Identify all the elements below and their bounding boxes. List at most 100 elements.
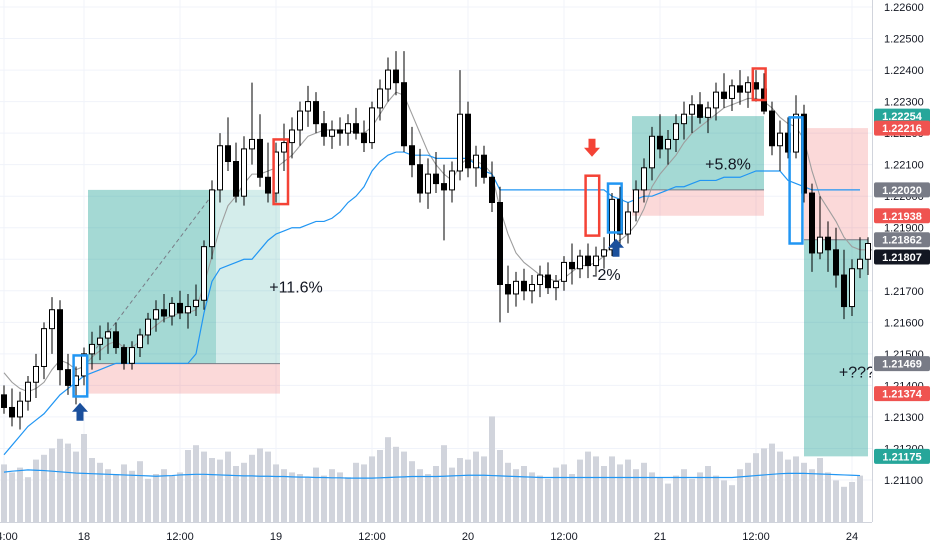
volume-bar: [497, 450, 503, 522]
volume-bar: [209, 458, 215, 522]
candle-body: [577, 255, 583, 270]
signal-box: [272, 138, 290, 206]
candle-body: [425, 173, 431, 194]
candle-body: [697, 104, 703, 118]
price-axis-panel[interactable]: [872, 0, 932, 550]
candle-body: [385, 69, 391, 90]
candle-body: [505, 283, 511, 295]
price-tag: [874, 448, 930, 464]
candle-body: [513, 280, 519, 295]
volume-bar: [593, 456, 599, 522]
candle-body: [137, 334, 143, 349]
position-zones: [88, 116, 868, 457]
candle-body: [601, 249, 607, 257]
volume-bar: [417, 469, 423, 522]
candle-body: [593, 255, 599, 267]
volume-bar: [625, 459, 631, 522]
volume-bar: [777, 451, 783, 522]
volume-bar: [793, 456, 799, 522]
candle-body: [449, 170, 455, 191]
candle-body: [129, 347, 135, 364]
volume-bar: [729, 485, 735, 522]
candle-body: [521, 280, 527, 292]
price-tag: [874, 120, 930, 136]
price-tag-label: 1.22254: [882, 111, 923, 123]
candle-body: [737, 85, 743, 93]
volume-bar: [833, 480, 839, 522]
price-tag: [874, 386, 930, 402]
time-tick-label: 20: [462, 531, 474, 543]
candle-body: [809, 192, 815, 254]
candle-body: [257, 138, 263, 178]
volume-bar: [841, 486, 847, 522]
price-tag-label: 1.22020: [882, 185, 922, 197]
candle-body: [329, 129, 335, 137]
price-tick-label: 1.21600: [884, 317, 924, 329]
volume-bar: [233, 466, 239, 522]
price-tick-label: 1.22100: [884, 160, 924, 172]
candle-body: [673, 123, 679, 140]
candle-body: [641, 167, 647, 191]
volume-bar: [177, 472, 183, 522]
candle-body: [745, 82, 751, 93]
price-tag: [874, 182, 930, 198]
candle-body: [281, 142, 287, 153]
volume-bar: [241, 462, 247, 522]
volume-bar: [289, 472, 295, 522]
volume-bar: [601, 466, 607, 522]
candle-body: [713, 91, 719, 109]
candle-body: [97, 337, 103, 345]
volume-bar: [473, 451, 479, 522]
candle-body: [321, 123, 327, 137]
volume-bar: [121, 464, 127, 522]
volume-bar: [129, 470, 135, 522]
volume-bar: [713, 475, 719, 522]
volume-bar: [769, 443, 775, 522]
trade-path-line: [91, 189, 217, 355]
volume-bar: [377, 450, 383, 522]
candle-body: [9, 406, 15, 418]
signal-box: [72, 354, 89, 398]
candle-body: [193, 299, 199, 308]
volume-bar: [577, 459, 583, 522]
candle-body: [857, 258, 863, 270]
volume-bar: [57, 438, 63, 522]
candle-body: [57, 309, 63, 371]
candle-body: [313, 101, 319, 125]
candle-body: [817, 236, 823, 254]
volume-bar: [529, 472, 535, 522]
volume-bar: [201, 451, 207, 522]
volume-bar: [33, 459, 39, 522]
candle-body: [49, 309, 55, 330]
candle-body: [417, 164, 423, 194]
trade-result-label: +11.6%: [269, 279, 323, 296]
volume-bar: [161, 469, 167, 522]
volume-bar: [657, 477, 663, 522]
candle-body: [529, 283, 535, 292]
volume-bar: [113, 474, 119, 522]
candle-body: [297, 110, 303, 131]
candle-body: [665, 138, 671, 150]
stop-zone: [88, 363, 280, 394]
price-tag: [874, 108, 930, 124]
candle-body: [105, 331, 111, 339]
signal-box: [606, 182, 623, 234]
time-tick-label: 12:00: [166, 531, 194, 543]
price-tag-label: 1.21862: [882, 235, 922, 247]
time-tick-label: 24: [846, 531, 858, 543]
price-tick-label: 1.22400: [884, 65, 924, 77]
volume-bar: [9, 472, 15, 522]
volume-ma-line: [3, 469, 861, 479]
candle-body: [545, 274, 551, 289]
buy-arrow-icon: [608, 238, 624, 257]
price-tag-label: 1.21374: [882, 389, 923, 401]
time-axis-panel[interactable]: [0, 522, 872, 550]
volume-bar: [185, 450, 191, 522]
candle-body: [121, 347, 127, 364]
volume-bar: [641, 462, 647, 522]
volume-bar: [153, 474, 159, 522]
price-tag: [874, 249, 930, 265]
volume-bar: [609, 456, 615, 522]
